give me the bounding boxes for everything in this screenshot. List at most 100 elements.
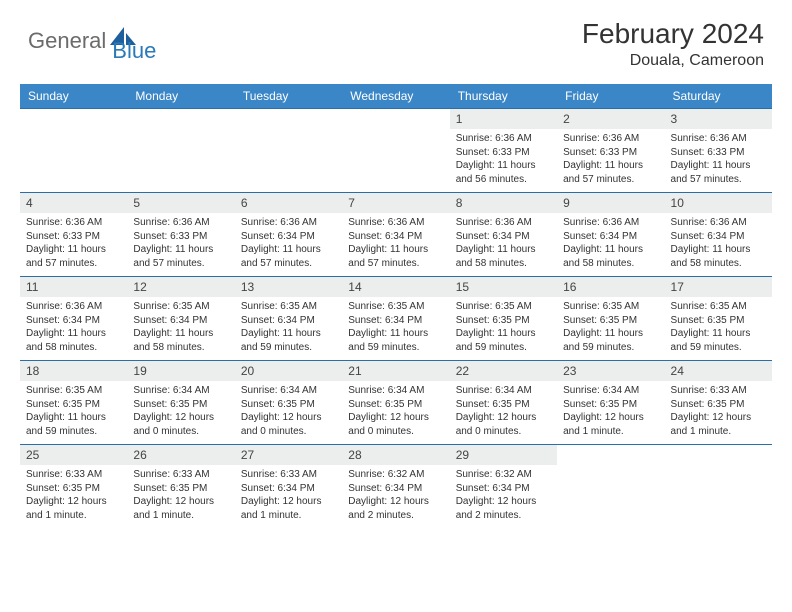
daylight-label: Daylight: 11 hours and 57 minutes. — [133, 243, 228, 270]
day-number: 15 — [450, 277, 557, 297]
daylight-label: Daylight: 12 hours and 1 minute. — [563, 411, 658, 438]
day-cell — [127, 109, 234, 192]
day-body: Sunrise: 6:36 AMSunset: 6:33 PMDaylight:… — [665, 129, 772, 192]
sunset-label: Sunset: 6:33 PM — [133, 230, 228, 244]
day-number — [557, 445, 664, 451]
day-number: 28 — [342, 445, 449, 465]
day-body: Sunrise: 6:36 AMSunset: 6:33 PMDaylight:… — [20, 213, 127, 276]
daylight-label: Daylight: 11 hours and 56 minutes. — [456, 159, 551, 186]
daylight-label: Daylight: 11 hours and 58 minutes. — [133, 327, 228, 354]
day-cell: 17Sunrise: 6:35 AMSunset: 6:35 PMDayligh… — [665, 277, 772, 360]
day-cell: 23Sunrise: 6:34 AMSunset: 6:35 PMDayligh… — [557, 361, 664, 444]
day-cell: 16Sunrise: 6:35 AMSunset: 6:35 PMDayligh… — [557, 277, 664, 360]
sunset-label: Sunset: 6:35 PM — [133, 482, 228, 496]
day-cell: 20Sunrise: 6:34 AMSunset: 6:35 PMDayligh… — [235, 361, 342, 444]
daylight-label: Daylight: 11 hours and 59 minutes. — [348, 327, 443, 354]
page-title: February 2024 — [582, 18, 764, 50]
day-number: 17 — [665, 277, 772, 297]
sunrise-label: Sunrise: 6:33 AM — [133, 468, 228, 482]
sunrise-label: Sunrise: 6:33 AM — [241, 468, 336, 482]
sunset-label: Sunset: 6:35 PM — [26, 482, 121, 496]
day-body: Sunrise: 6:34 AMSunset: 6:35 PMDaylight:… — [557, 381, 664, 444]
day-body: Sunrise: 6:34 AMSunset: 6:35 PMDaylight:… — [342, 381, 449, 444]
day-body: Sunrise: 6:35 AMSunset: 6:34 PMDaylight:… — [127, 297, 234, 360]
day-body: Sunrise: 6:35 AMSunset: 6:35 PMDaylight:… — [665, 297, 772, 360]
day-cell: 7Sunrise: 6:36 AMSunset: 6:34 PMDaylight… — [342, 193, 449, 276]
day-body: Sunrise: 6:36 AMSunset: 6:34 PMDaylight:… — [450, 213, 557, 276]
daylight-label: Daylight: 12 hours and 0 minutes. — [133, 411, 228, 438]
day-body: Sunrise: 6:33 AMSunset: 6:34 PMDaylight:… — [235, 465, 342, 528]
day-cell: 12Sunrise: 6:35 AMSunset: 6:34 PMDayligh… — [127, 277, 234, 360]
sunset-label: Sunset: 6:35 PM — [563, 314, 658, 328]
sunrise-label: Sunrise: 6:36 AM — [26, 300, 121, 314]
title-block: February 2024 Douala, Cameroon — [582, 18, 764, 70]
sunset-label: Sunset: 6:35 PM — [241, 398, 336, 412]
day-cell — [557, 445, 664, 528]
sunset-label: Sunset: 6:34 PM — [241, 482, 336, 496]
day-cell: 11Sunrise: 6:36 AMSunset: 6:34 PMDayligh… — [20, 277, 127, 360]
day-number: 18 — [20, 361, 127, 381]
day-cell: 27Sunrise: 6:33 AMSunset: 6:34 PMDayligh… — [235, 445, 342, 528]
day-cell: 28 Sunrise: 6:32 AMSunset: 6:34 PMDayligh… — [342, 445, 449, 528]
day-number: 22 — [450, 361, 557, 381]
day-number: 7 — [342, 193, 449, 213]
sunrise-label: Sunrise: 6:36 AM — [456, 216, 551, 230]
sunset-label: Sunset: 6:33 PM — [26, 230, 121, 244]
sunrise-label: Sunrise: 6:34 AM — [563, 384, 658, 398]
day-body: Sunrise: 6:34 AMSunset: 6:35 PMDaylight:… — [235, 381, 342, 444]
day-cell: 25Sunrise: 6:33 AMSunset: 6:35 PMDayligh… — [20, 445, 127, 528]
day-body: Sunrise: 6:36 AMSunset: 6:34 PMDaylight:… — [557, 213, 664, 276]
day-number: 16 — [557, 277, 664, 297]
day-cell: 26Sunrise: 6:33 AMSunset: 6:35 PMDayligh… — [127, 445, 234, 528]
sunset-label: Sunset: 6:34 PM — [348, 482, 443, 496]
day-number: 2 — [557, 109, 664, 129]
day-body: Sunrise: 6:35 AMSunset: 6:34 PMDaylight:… — [342, 297, 449, 360]
day-number: 20 — [235, 361, 342, 381]
day-body: Sunrise: 6:35 AMSunset: 6:34 PMDaylight:… — [235, 297, 342, 360]
day-cell — [342, 109, 449, 192]
sunrise-label: Sunrise: 6:36 AM — [26, 216, 121, 230]
daylight-label: Daylight: 12 hours and 1 minute. — [671, 411, 766, 438]
day-body: Sunrise: 6:32 AMSunset: 6:34 PMDaylight:… — [450, 465, 557, 528]
week-row: 25Sunrise: 6:33 AMSunset: 6:35 PMDayligh… — [20, 444, 772, 528]
sunrise-label: Sunrise: 6:32 AM — [348, 468, 443, 482]
day-number — [665, 445, 772, 451]
day-cell: 2Sunrise: 6:36 AMSunset: 6:33 PMDaylight… — [557, 109, 664, 192]
day-cell: 3Sunrise: 6:36 AMSunset: 6:33 PMDaylight… — [665, 109, 772, 192]
day-number — [20, 109, 127, 115]
day-body: Sunrise: 6:33 AMSunset: 6:35 PMDaylight:… — [20, 465, 127, 528]
day-cell: 14Sunrise: 6:35 AMSunset: 6:34 PMDayligh… — [342, 277, 449, 360]
calendar: Sunday Monday Tuesday Wednesday Thursday… — [20, 84, 772, 528]
sunrise-label: Sunrise: 6:33 AM — [26, 468, 121, 482]
day-body: Sunrise: 6:36 AMSunset: 6:34 PMDaylight:… — [342, 213, 449, 276]
sunrise-label: Sunrise: 6:34 AM — [133, 384, 228, 398]
page-header: General Blue February 2024 Douala, Camer… — [0, 0, 792, 78]
daylight-label: Daylight: 11 hours and 57 minutes. — [26, 243, 121, 270]
day-number — [127, 109, 234, 115]
daylight-label: Daylight: 11 hours and 59 minutes. — [456, 327, 551, 354]
day-cell: 13Sunrise: 6:35 AMSunset: 6:34 PMDayligh… — [235, 277, 342, 360]
dow-cell: Thursday — [450, 84, 557, 108]
sunset-label: Sunset: 6:33 PM — [671, 146, 766, 160]
day-cell: 4Sunrise: 6:36 AMSunset: 6:33 PMDaylight… — [20, 193, 127, 276]
daylight-label: Daylight: 11 hours and 58 minutes. — [456, 243, 551, 270]
day-cell: 24Sunrise: 6:33 AMSunset: 6:35 PMDayligh… — [665, 361, 772, 444]
day-number: 13 — [235, 277, 342, 297]
daylight-label: Daylight: 12 hours and 1 minute. — [241, 495, 336, 522]
sunrise-label: Sunrise: 6:36 AM — [241, 216, 336, 230]
sunrise-label: Sunrise: 6:34 AM — [456, 384, 551, 398]
day-number: 29 — [450, 445, 557, 465]
day-body: Sunrise: 6:35 AMSunset: 6:35 PMDaylight:… — [557, 297, 664, 360]
sunset-label: Sunset: 6:35 PM — [348, 398, 443, 412]
day-cell: 1Sunrise: 6:36 AMSunset: 6:33 PMDaylight… — [450, 109, 557, 192]
daylight-label: Daylight: 11 hours and 59 minutes. — [26, 411, 121, 438]
day-body: Sunrise: 6:36 AMSunset: 6:33 PMDaylight:… — [557, 129, 664, 192]
daylight-label: Daylight: 12 hours and 2 minutes. — [348, 495, 443, 522]
sunset-label: Sunset: 6:35 PM — [26, 398, 121, 412]
sunrise-label: Sunrise: 6:35 AM — [133, 300, 228, 314]
brand-general: General — [28, 28, 106, 54]
daylight-label: Daylight: 11 hours and 57 minutes. — [671, 159, 766, 186]
sunset-label: Sunset: 6:34 PM — [671, 230, 766, 244]
weeks-container: 1Sunrise: 6:36 AMSunset: 6:33 PMDaylight… — [20, 108, 772, 528]
day-body: Sunrise: 6:35 AMSunset: 6:35 PMDaylight:… — [450, 297, 557, 360]
